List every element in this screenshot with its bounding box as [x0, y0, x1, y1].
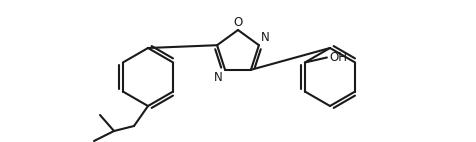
Text: OH: OH: [329, 51, 347, 64]
Text: O: O: [233, 16, 243, 29]
Text: N: N: [261, 31, 270, 44]
Text: N: N: [214, 71, 223, 84]
